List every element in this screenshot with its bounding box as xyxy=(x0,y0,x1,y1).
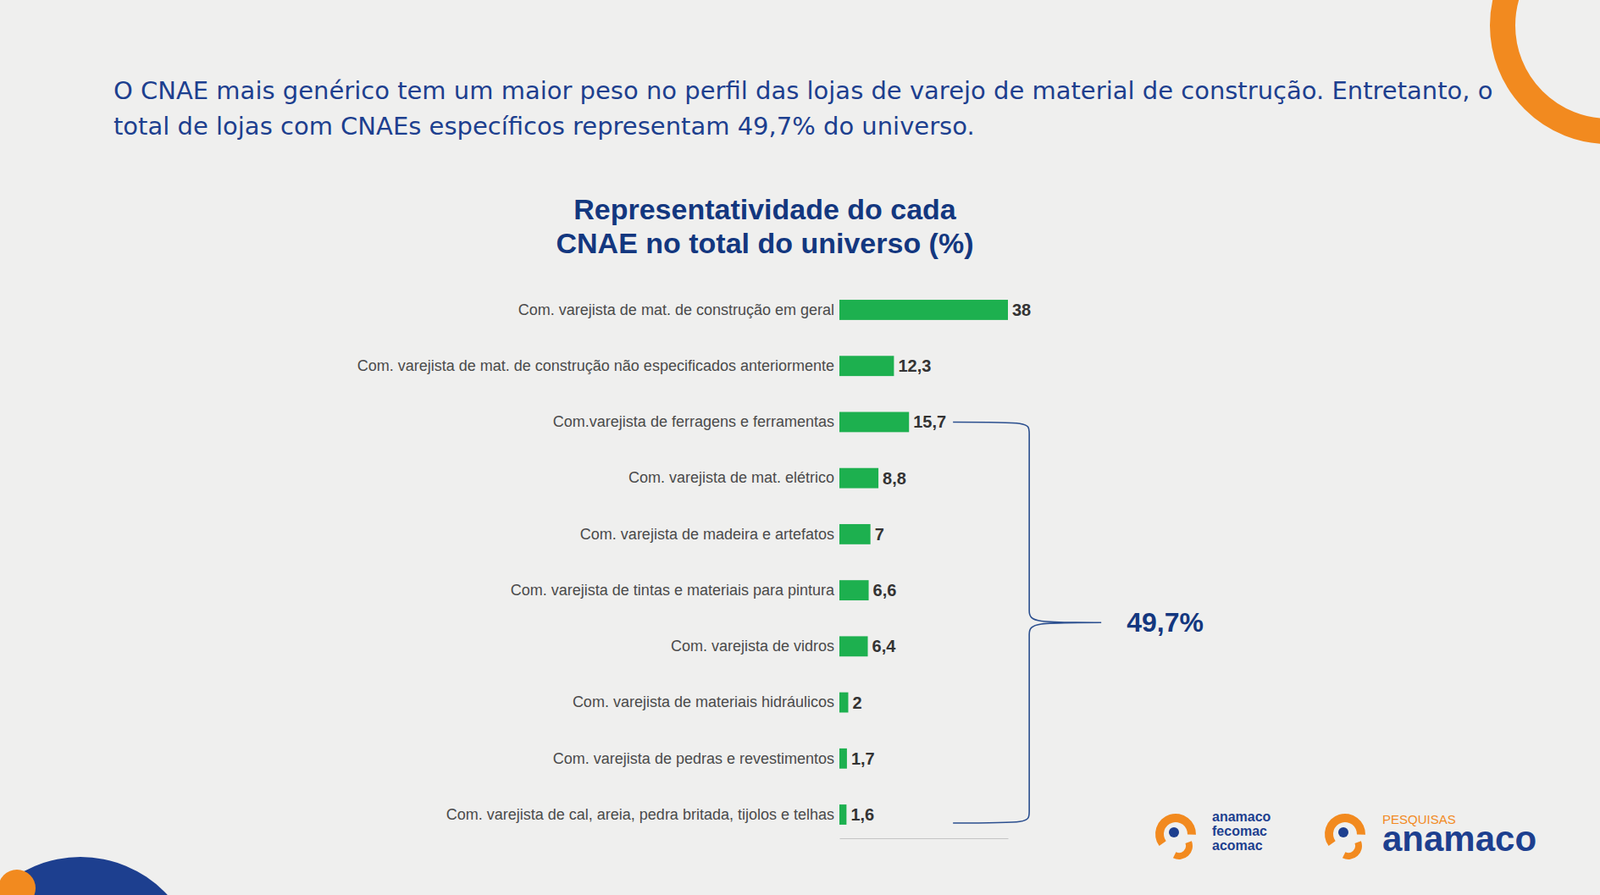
bar xyxy=(839,524,871,545)
corner-swoosh xyxy=(0,869,36,895)
tick: Com. varejista de mat. de construção não… xyxy=(357,357,840,375)
category-label: Com. varejista de pedras e revestimentos xyxy=(553,750,835,768)
bar xyxy=(839,692,848,714)
annotation: 49,7% xyxy=(1126,607,1204,638)
chart-title: Representatividade do cadaCNAE no total … xyxy=(556,193,975,260)
data-label: 12,3 xyxy=(897,356,931,376)
tick: Com. varejista de madeira e artefatos xyxy=(580,525,840,543)
decoration xyxy=(0,0,1600,895)
tick: Com. varejista de vidros xyxy=(670,637,840,655)
tick: Com. varejista de materiais hidráulicos xyxy=(572,693,840,711)
category-label: Com. varejista de materiais hidráulicos xyxy=(572,693,835,711)
bar xyxy=(839,804,847,825)
bar xyxy=(839,748,848,770)
tick: Com. varejista de pedras e revestimentos xyxy=(553,750,840,768)
data-label: 6,6 xyxy=(873,581,897,600)
category-label: Com. varejista de mat. de construção não… xyxy=(357,357,835,375)
data-label: 7 xyxy=(874,525,885,544)
bar xyxy=(839,636,869,657)
category-label: Com. varejista de mat. elétrico xyxy=(628,469,835,487)
headline: O CNAE mais genérico tem um maior peso n… xyxy=(113,72,1503,144)
data-label: 15,7 xyxy=(913,412,947,432)
bar xyxy=(839,299,1008,321)
corner-swoosh xyxy=(1502,0,1600,132)
logo-dot xyxy=(1338,827,1349,838)
category-label: Com. varejista de vidros xyxy=(670,637,835,655)
data-label: 6,4 xyxy=(872,636,897,656)
logo-icon xyxy=(1155,813,1196,860)
logo-text: acomac xyxy=(1212,838,1263,853)
y-axis: Com. varejista de mat. de construção em … xyxy=(357,301,840,824)
logo-swirl xyxy=(1324,813,1366,847)
bars xyxy=(839,299,1008,825)
bar xyxy=(839,580,870,601)
corner-swoosh xyxy=(0,827,229,895)
logo-icon xyxy=(1324,813,1366,860)
tick: Com. varejista de mat. de construção em … xyxy=(518,301,840,319)
bracket xyxy=(952,421,1102,824)
logo-text: anamaco xyxy=(1212,809,1272,825)
category-label: Com. varejista de madeira e artefatos xyxy=(580,525,835,543)
data-labels: 38 12,3 15,7 8,8 7 6,6 6,4 2 1,7 1,6 xyxy=(850,300,1031,825)
x-axis xyxy=(840,838,1009,840)
category-label: Com. varejista de mat. de construção em … xyxy=(518,301,835,319)
slide: Representatividade do cadaCNAE no total … xyxy=(0,0,1600,895)
category-label: Com. varejista de tintas e materiais par… xyxy=(510,581,836,599)
logo-swirl xyxy=(1173,841,1193,860)
category-label: Com.varejista de ferragens e ferramentas xyxy=(553,413,835,431)
corner-swoosh xyxy=(0,857,200,895)
data-label: 38 xyxy=(1012,300,1031,320)
logo-text: fecomac xyxy=(1212,824,1268,839)
logo-swirl xyxy=(1342,841,1362,860)
tick: Com. varejista de tintas e materiais par… xyxy=(510,581,840,599)
data-label: 2 xyxy=(852,693,862,713)
tick: Com. varejista de mat. elétrico xyxy=(628,469,840,487)
bar xyxy=(839,355,894,377)
logo-swirl xyxy=(1155,813,1196,847)
logo-dot xyxy=(1168,827,1180,838)
tick: Com. varejista de cal, areia, pedra brit… xyxy=(446,806,840,824)
data-label: 1,6 xyxy=(850,805,875,825)
data-label: 1,7 xyxy=(851,749,875,769)
category-label: Com. varejista de cal, areia, pedra brit… xyxy=(446,806,835,824)
tick: Com.varejista de ferragens e ferramentas xyxy=(553,413,840,431)
axis-line xyxy=(840,838,1009,840)
logo-text: anamaco xyxy=(1382,819,1537,859)
bar xyxy=(839,468,879,489)
data-label: 8,8 xyxy=(882,469,907,488)
bar xyxy=(839,412,909,433)
